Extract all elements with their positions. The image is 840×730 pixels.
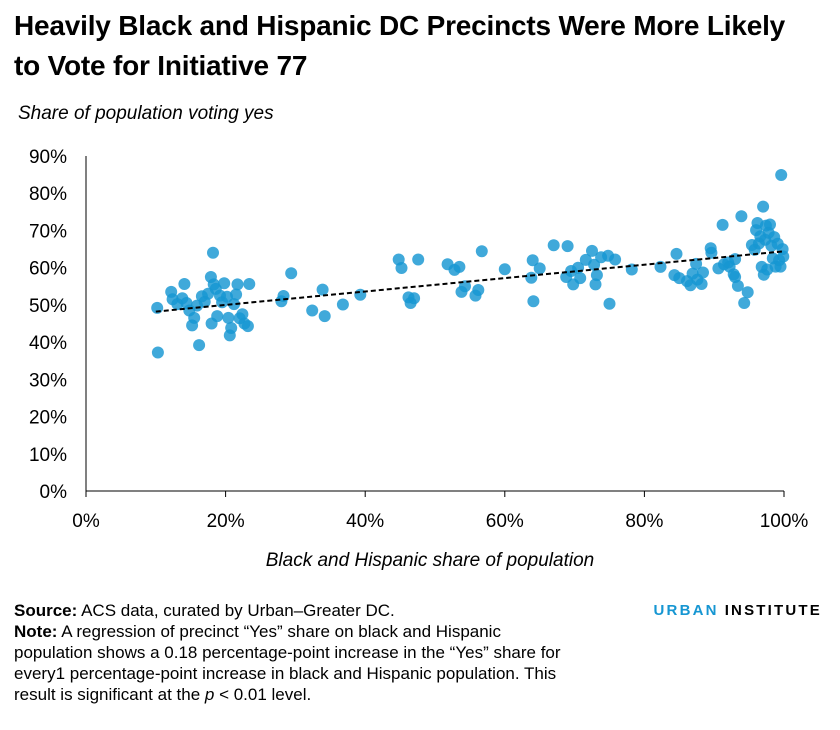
- data-point: [695, 278, 708, 290]
- data-point: [408, 292, 421, 305]
- data-point: [775, 169, 788, 181]
- y-tick-label: 70%: [29, 221, 67, 242]
- x-axis-label: Black and Hispanic share of population: [266, 550, 594, 571]
- data-point: [603, 297, 616, 310]
- data-point: [741, 286, 754, 299]
- data-point: [525, 271, 538, 284]
- data-point: [395, 262, 408, 274]
- chart-title: Heavily Black and Hispanic DC Precincts …: [14, 10, 786, 81]
- data-point: [151, 346, 164, 359]
- regression-note: Note: A regression of precinct “Yes” sha…: [14, 622, 561, 704]
- data-point: [697, 266, 709, 279]
- data-point: [225, 322, 238, 334]
- data-point: [738, 297, 751, 309]
- data-point: [218, 277, 231, 290]
- data-point: [757, 200, 770, 213]
- data-point: [231, 278, 244, 291]
- data-point: [574, 272, 587, 285]
- data-point: [472, 284, 485, 296]
- data-point: [670, 247, 683, 260]
- data-point: [207, 246, 219, 259]
- data-point: [230, 288, 243, 301]
- x-tick-label: 20%: [207, 511, 245, 532]
- data-point: [705, 246, 718, 259]
- y-axis-label: Share of population voting yes: [18, 103, 274, 124]
- y-tick-label: 30%: [29, 370, 67, 391]
- chart-footer: Source: ACS data, curated by Urban–Great…: [14, 600, 574, 705]
- data-point: [188, 311, 201, 324]
- data-point: [475, 245, 488, 258]
- x-tick-label: 80%: [625, 511, 663, 532]
- x-tick-label: 60%: [486, 511, 524, 532]
- y-tick-label: 20%: [29, 408, 67, 429]
- data-point: [222, 311, 235, 324]
- data-point: [729, 271, 742, 283]
- y-tick-label: 60%: [29, 259, 67, 280]
- data-point: [318, 310, 331, 323]
- data-point: [459, 280, 471, 293]
- data-point: [609, 253, 622, 266]
- data-point: [526, 254, 539, 267]
- data-point: [527, 295, 540, 308]
- data-point: [561, 240, 574, 253]
- y-tick-label: 10%: [29, 445, 67, 466]
- trend-line: [155, 250, 785, 313]
- data-point: [211, 310, 224, 323]
- data-point: [243, 278, 256, 290]
- data-point: [241, 320, 254, 333]
- x-tick-label: 100%: [760, 511, 809, 532]
- data-point: [735, 210, 748, 223]
- data-point: [193, 339, 206, 352]
- source-note: Source: ACS data, curated by Urban–Great…: [14, 601, 395, 620]
- data-point: [716, 218, 729, 231]
- x-tick-label: 40%: [346, 511, 384, 532]
- data-point: [336, 298, 349, 311]
- data-point: [589, 278, 602, 291]
- y-tick-label: 80%: [29, 184, 67, 205]
- y-tick-label: 0%: [40, 482, 68, 503]
- data-point: [306, 304, 319, 317]
- data-point: [498, 263, 511, 276]
- data-point: [654, 260, 667, 273]
- data-point: [547, 239, 560, 252]
- data-point: [228, 298, 240, 311]
- data-point: [316, 283, 329, 296]
- data-point: [777, 250, 790, 263]
- data-point: [588, 258, 601, 271]
- data-point: [533, 262, 546, 275]
- data-point: [590, 269, 603, 282]
- data-point: [285, 267, 298, 280]
- data-point: [178, 278, 191, 290]
- data-point: [774, 260, 787, 273]
- data-point: [453, 260, 466, 273]
- y-tick-label: 40%: [29, 333, 67, 354]
- data-point: [412, 253, 425, 266]
- x-tick-label: 0%: [72, 511, 100, 532]
- y-tick-label: 50%: [29, 296, 67, 317]
- data-point: [586, 244, 598, 257]
- data-point: [764, 218, 776, 231]
- urban-institute-logo: URBAN INSTITUTE: [653, 602, 822, 619]
- scatter-chart: 0% 10% 20% 30% 40% 50% 60% 70% 80% 90% 0% 20% 40% 60%…: [29, 147, 809, 571]
- data-point: [236, 308, 249, 321]
- y-tick-label: 90%: [29, 147, 67, 168]
